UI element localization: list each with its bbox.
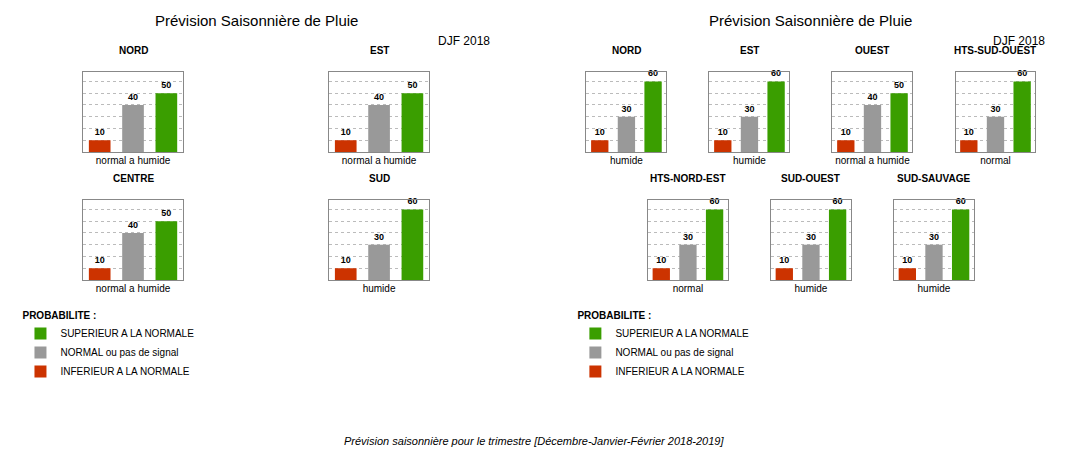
svg-text:10: 10	[841, 127, 851, 137]
svg-text:30: 30	[621, 104, 631, 114]
svg-text:INFERIEUR A LA NORMALE: INFERIEUR A LA NORMALE	[615, 366, 744, 377]
svg-text:10: 10	[656, 255, 666, 265]
svg-text:normal a humide: normal a humide	[96, 283, 171, 294]
svg-text:humide: humide	[918, 283, 951, 294]
svg-text:CENTRE: CENTRE	[113, 173, 154, 184]
svg-text:DJF 2018: DJF 2018	[993, 34, 1045, 48]
svg-text:SUD: SUD	[369, 173, 390, 184]
svg-text:60: 60	[833, 196, 843, 206]
svg-text:10: 10	[95, 127, 105, 137]
svg-text:50: 50	[161, 208, 171, 218]
svg-text:30: 30	[744, 104, 754, 114]
svg-text:60: 60	[710, 196, 720, 206]
svg-text:10: 10	[341, 127, 351, 137]
svg-text:SUD-OUEST: SUD-OUEST	[781, 173, 840, 184]
svg-text:humide: humide	[363, 283, 396, 294]
svg-text:normal a humide: normal a humide	[342, 155, 417, 166]
svg-text:10: 10	[341, 255, 351, 265]
svg-text:normal: normal	[673, 283, 704, 294]
svg-text:Prévision Saisonnière de Pluie: Prévision Saisonnière de Pluie	[709, 12, 912, 29]
svg-text:humide: humide	[733, 155, 766, 166]
svg-text:HTS-SUD-OUEST: HTS-SUD-OUEST	[954, 45, 1036, 56]
svg-text:10: 10	[779, 255, 789, 265]
svg-text:10: 10	[964, 127, 974, 137]
svg-text:60: 60	[771, 68, 781, 78]
svg-text:30: 30	[990, 104, 1000, 114]
svg-text:60: 60	[648, 68, 658, 78]
svg-text:PROBABILITE :: PROBABILITE :	[22, 310, 96, 321]
svg-text:NORD: NORD	[119, 45, 148, 56]
svg-text:30: 30	[683, 232, 693, 242]
svg-text:Prévision Saisonnière de Pluie: Prévision Saisonnière de Pluie	[155, 12, 358, 29]
svg-text:normal a humide: normal a humide	[96, 155, 171, 166]
svg-text:SUPERIEUR A LA NORMALE: SUPERIEUR A LA NORMALE	[615, 328, 749, 339]
svg-text:10: 10	[902, 255, 912, 265]
svg-text:10: 10	[95, 255, 105, 265]
svg-text:NORMAL ou pas de signal: NORMAL ou pas de signal	[615, 347, 733, 358]
svg-text:40: 40	[128, 220, 138, 230]
svg-text:Prévision saisonnière pour le: Prévision saisonnière pour le trimestre …	[344, 435, 724, 447]
svg-text:60: 60	[407, 196, 417, 206]
svg-text:60: 60	[1017, 68, 1027, 78]
svg-text:EST: EST	[740, 45, 759, 56]
svg-text:40: 40	[128, 92, 138, 102]
svg-text:humide: humide	[795, 283, 828, 294]
svg-text:OUEST: OUEST	[855, 45, 889, 56]
svg-text:HTS-NORD-EST: HTS-NORD-EST	[650, 173, 726, 184]
svg-text:SUPERIEUR A LA NORMALE: SUPERIEUR A LA NORMALE	[60, 328, 194, 339]
svg-text:30: 30	[929, 232, 939, 242]
svg-text:DJF 2018: DJF 2018	[438, 34, 490, 48]
svg-text:50: 50	[407, 80, 417, 90]
svg-text:50: 50	[161, 80, 171, 90]
svg-text:50: 50	[894, 80, 904, 90]
svg-text:normal: normal	[980, 155, 1011, 166]
svg-text:normal a humide: normal a humide	[835, 155, 910, 166]
svg-text:NORMAL ou pas de signal: NORMAL ou pas de signal	[60, 347, 178, 358]
svg-text:30: 30	[806, 232, 816, 242]
svg-text:NORD: NORD	[612, 45, 641, 56]
svg-text:60: 60	[956, 196, 966, 206]
svg-text:30: 30	[374, 232, 384, 242]
svg-text:EST: EST	[370, 45, 389, 56]
svg-text:SUD-SAUVAGE: SUD-SAUVAGE	[897, 173, 970, 184]
svg-text:humide: humide	[610, 155, 643, 166]
svg-text:10: 10	[718, 127, 728, 137]
svg-text:INFERIEUR A LA NORMALE: INFERIEUR A LA NORMALE	[60, 366, 189, 377]
svg-text:PROBABILITE :: PROBABILITE :	[577, 310, 651, 321]
svg-text:40: 40	[867, 92, 877, 102]
svg-text:40: 40	[374, 92, 384, 102]
svg-text:10: 10	[595, 127, 605, 137]
